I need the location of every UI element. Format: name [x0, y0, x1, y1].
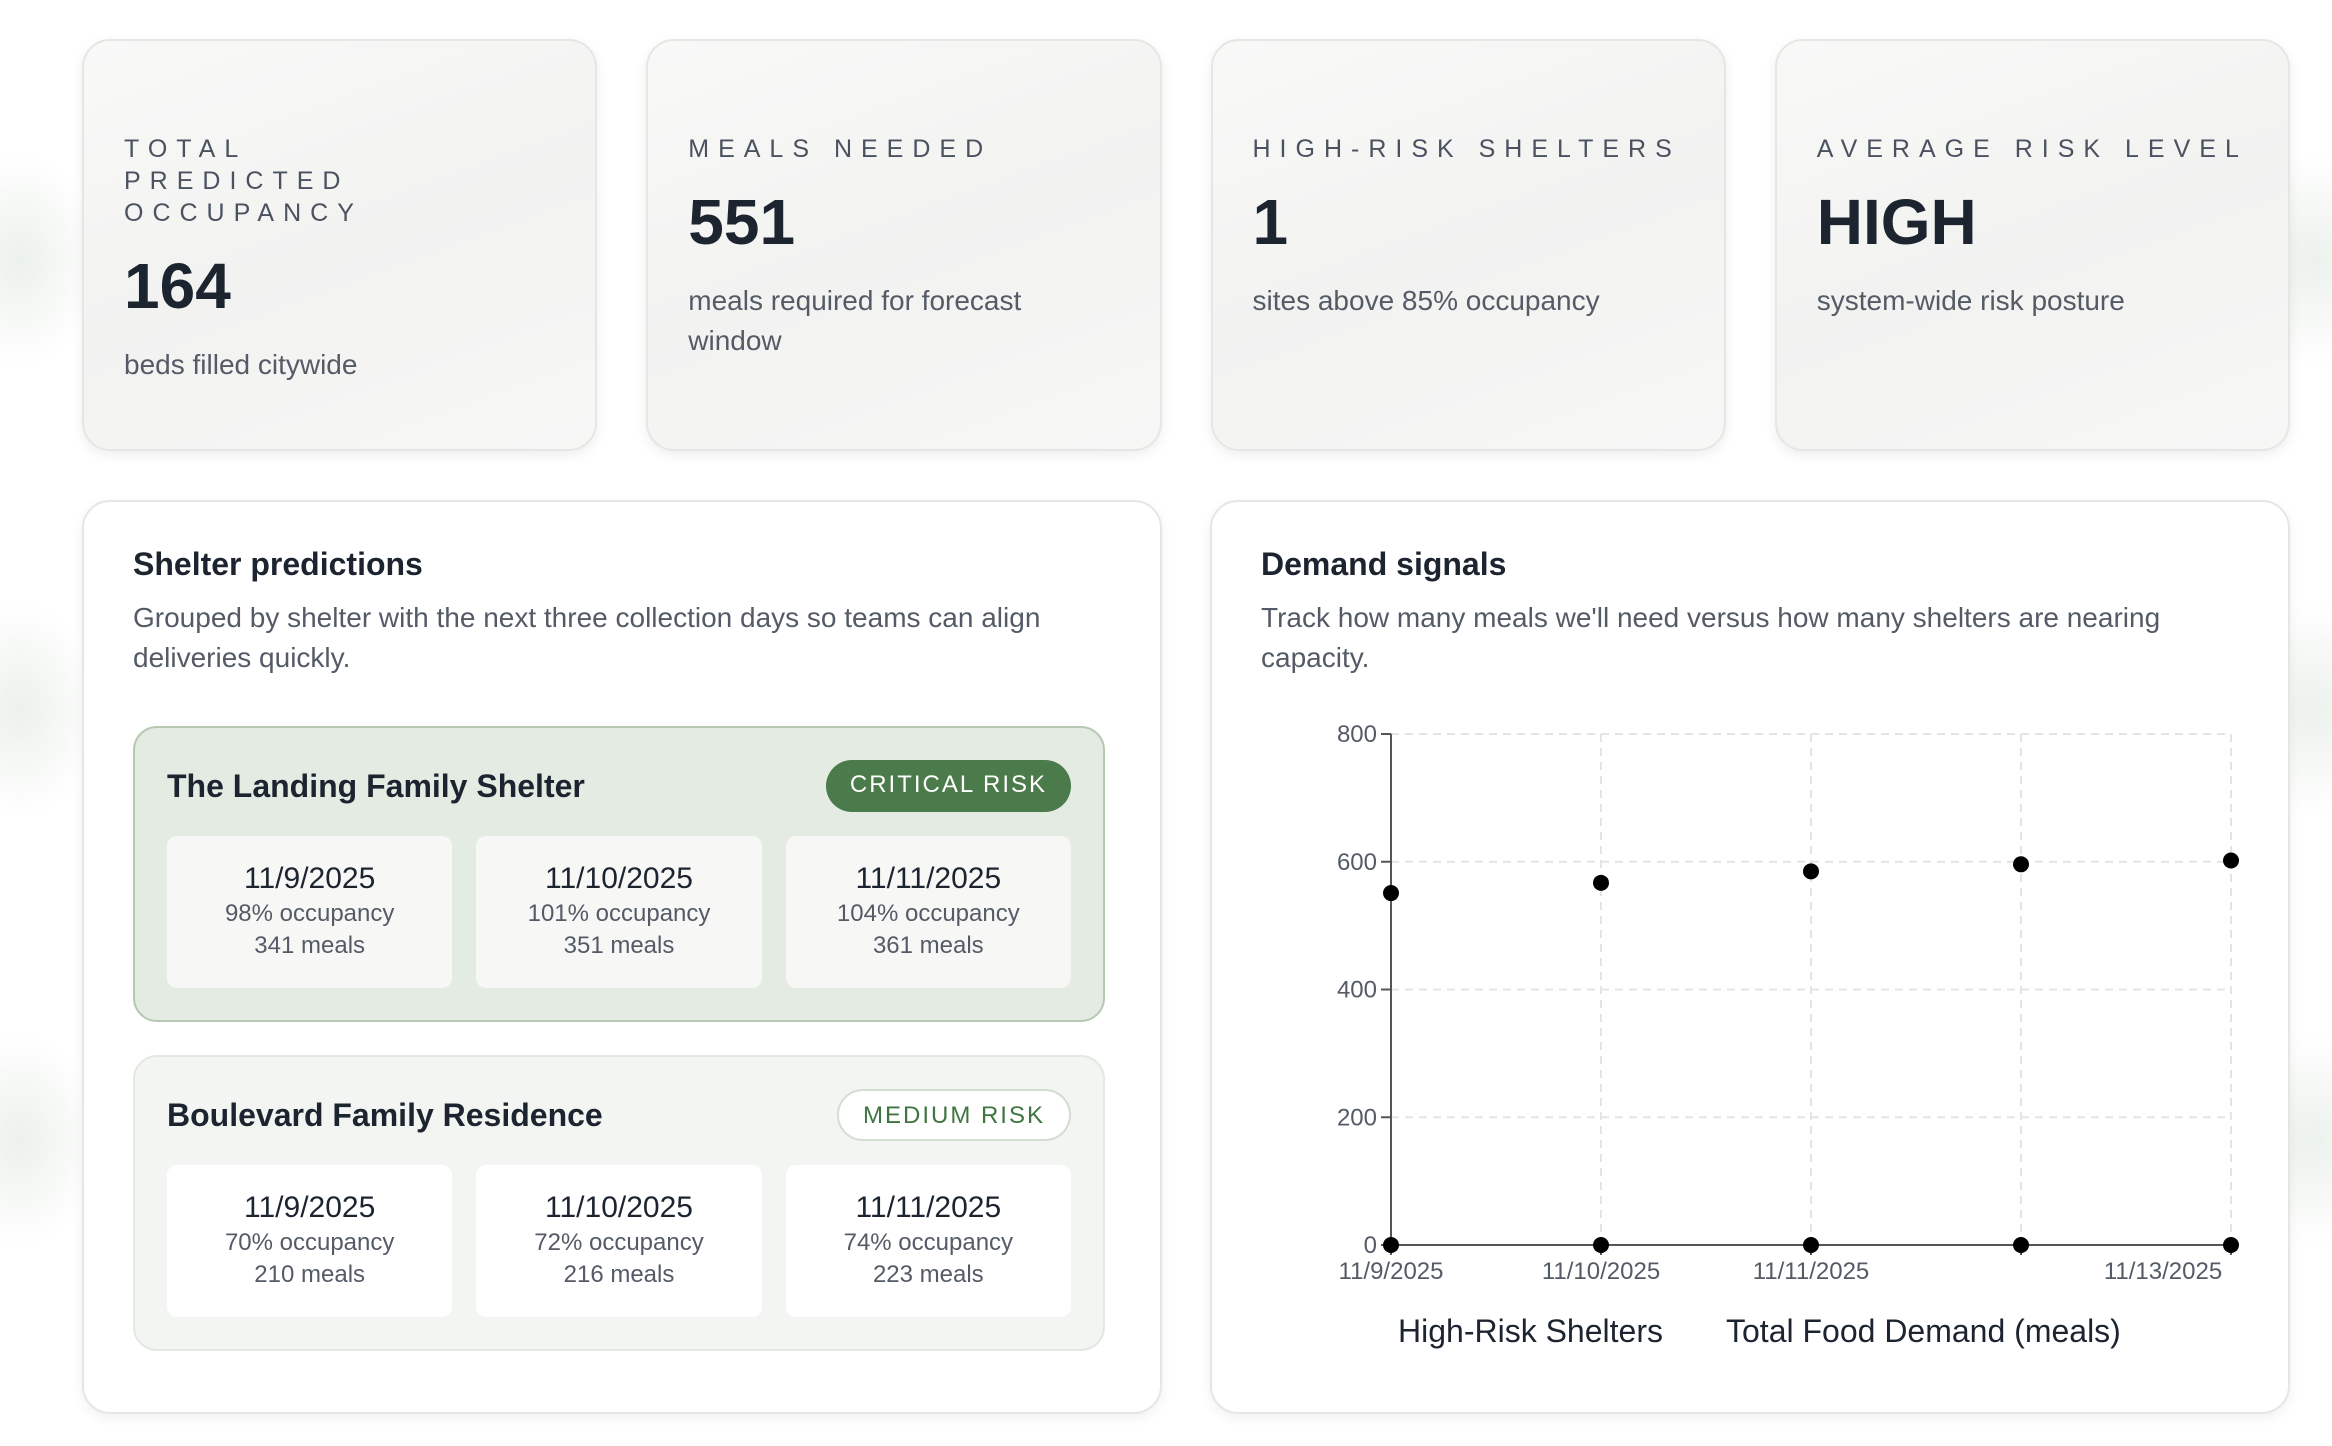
forecast-occupancy: 72% occupancy: [534, 1229, 704, 1256]
stat-label: MEALS NEEDED: [688, 135, 993, 163]
forecast-meals: 361 meals: [872, 932, 984, 959]
data-point: [2013, 856, 2029, 873]
forecast-day: 11/11/2025 74% occupancy 223 meals: [785, 1165, 1071, 1317]
forecast-meals: 341 meals: [254, 932, 366, 959]
legend-item: Total Food Demand (meals): [1726, 1313, 2121, 1349]
data-point: [1803, 1237, 1819, 1253]
data-point: [1383, 885, 1399, 902]
y-tick-label: 600: [1337, 849, 1377, 876]
forecast-day: 11/9/2025 70% occupancy 210 meals: [167, 1165, 453, 1317]
y-tick-label: 200: [1337, 1104, 1377, 1131]
stat-label: AVERAGE RISK LEVEL: [1816, 135, 2248, 163]
demand-signals-panel: Demand signals Track how many meals we'l…: [1210, 500, 2290, 1414]
data-point: [2223, 1237, 2239, 1253]
stat-card-high-risk: HIGH-RISK SHELTERS 1 sites above 85% occ…: [1210, 39, 1726, 451]
legend-item: High-Risk Shelters: [1398, 1313, 1663, 1349]
stat-description: meals required for forecast window: [688, 285, 1022, 356]
forecast-meals: 216 meals: [563, 1261, 675, 1288]
forecast-meals: 351 meals: [563, 932, 675, 959]
panel-description: Grouped by shelter with the next three c…: [133, 602, 1041, 673]
forecast-meals: 210 meals: [254, 1261, 366, 1288]
y-tick-label: 400: [1337, 977, 1377, 1004]
summary-cards: TOTAL PREDICTED OCCUPANCY 164 beds fille…: [82, 39, 2290, 451]
panel-title: Shelter predictions: [133, 546, 423, 582]
forecast-day: 11/9/2025 98% occupancy 341 meals: [167, 836, 453, 988]
shelter-predictions-panel: Shelter predictions Grouped by shelter w…: [82, 500, 1162, 1414]
forecast-occupancy: 101% occupancy: [527, 900, 711, 927]
stat-value: 164: [124, 250, 231, 322]
forecast-occupancy: 70% occupancy: [224, 1229, 395, 1256]
data-point: [1803, 863, 1819, 880]
stat-value: HIGH: [1816, 186, 1977, 258]
shelter-name: The Landing Family Shelter: [167, 767, 585, 804]
forecast-date: 11/9/2025: [244, 1191, 376, 1224]
data-point: [1593, 1237, 1609, 1253]
stat-value: 1: [1252, 186, 1289, 258]
stat-card-occupancy: TOTAL PREDICTED OCCUPANCY 164 beds fille…: [82, 39, 598, 451]
forecast-date: 11/11/2025: [855, 862, 1002, 895]
forecast-occupancy: 74% occupancy: [843, 1229, 1014, 1256]
shelter-card[interactable]: The Landing Family Shelter CRITICAL RISK…: [133, 726, 1105, 1022]
stat-card-risk-level: AVERAGE RISK LEVEL HIGH system-wide risk…: [1774, 39, 2290, 451]
stat-value: 551: [688, 186, 796, 258]
stat-description: system-wide risk posture: [1816, 285, 2125, 316]
x-tick-label: 11/10/2025: [1542, 1258, 1660, 1285]
stat-description: sites above 85% occupancy: [1252, 285, 1600, 316]
forecast-date: 11/11/2025: [855, 1191, 1002, 1224]
risk-badge: CRITICAL RISK: [825, 760, 1071, 812]
forecast-date: 11/10/2025: [545, 862, 693, 895]
stat-label: TOTAL PREDICTED OCCUPANCY: [124, 135, 363, 227]
forecast-occupancy: 104% occupancy: [836, 900, 1020, 927]
shelter-name: Boulevard Family Residence: [167, 1096, 603, 1133]
data-point: [2013, 1237, 2029, 1253]
forecast-meals: 223 meals: [872, 1261, 984, 1288]
forecast-day: 11/10/2025 72% occupancy 216 meals: [476, 1165, 762, 1317]
forecast-day: 11/11/2025 104% occupancy 361 meals: [785, 836, 1071, 988]
stat-label: HIGH-RISK SHELTERS: [1252, 135, 1681, 163]
data-point: [1593, 874, 1609, 891]
panel-title: Demand signals: [1261, 546, 1507, 582]
y-tick-label: 0: [1364, 1232, 1377, 1259]
forecast-occupancy: 98% occupancy: [224, 900, 395, 927]
shelter-card[interactable]: Boulevard Family Residence MEDIUM RISK 1…: [133, 1055, 1105, 1351]
data-point: [2223, 852, 2239, 869]
demand-chart: 0 200 400 600 800 11/9/2025 11/10/2025 11/11/20…: [1337, 721, 2239, 1349]
x-tick-label: 11/9/2025: [1339, 1258, 1444, 1285]
stat-description: beds filled citywide: [124, 349, 358, 380]
x-tick-label: 11/11/2025: [1753, 1258, 1870, 1285]
forecast-date: 11/9/2025: [244, 862, 376, 895]
data-point: [1383, 1237, 1399, 1253]
y-tick-label: 800: [1337, 721, 1377, 748]
x-tick-label: 11/13/2025: [2104, 1258, 2222, 1285]
panel-description: Track how many meals we'll need versus h…: [1261, 602, 2161, 673]
stat-card-meals: MEALS NEEDED 551 meals required for fore…: [646, 39, 1162, 451]
risk-badge: MEDIUM RISK: [836, 1089, 1071, 1141]
forecast-day: 11/10/2025 101% occupancy 351 meals: [476, 836, 762, 988]
forecast-date: 11/10/2025: [545, 1191, 693, 1224]
